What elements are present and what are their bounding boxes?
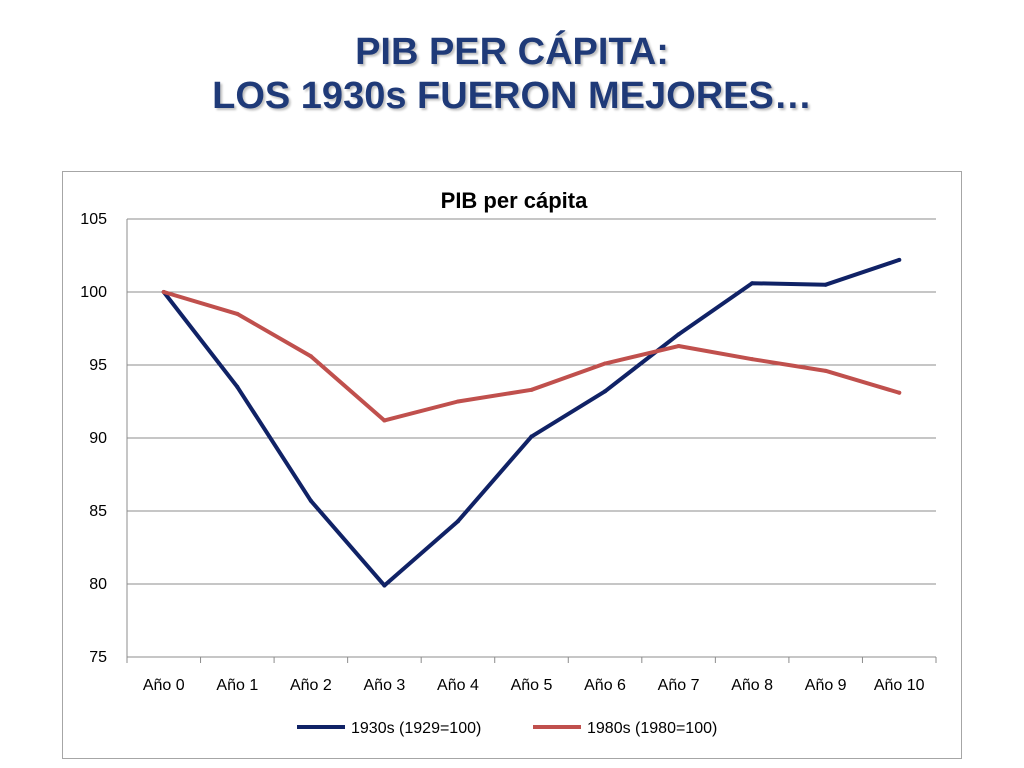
data-point: [603, 361, 608, 366]
y-tick-label: 105: [80, 211, 107, 228]
x-tick-label: Año 5: [511, 677, 553, 694]
x-tick-label: Año 7: [658, 677, 700, 694]
slide-title: PIB PER CÁPITA: LOS 1930s FUERON MEJORES…: [0, 30, 1024, 118]
y-tick-label: 80: [89, 576, 107, 593]
line-chart: PIB per cápita 75 80 85 90 95 100 105 Año 0 Año …: [80, 188, 937, 737]
x-tick-label: Año 1: [216, 677, 258, 694]
chart-frame: PIB per cápita 75 80 85 90 95 100 105 Año 0 Año …: [62, 171, 962, 759]
gridlines: [127, 218, 936, 658]
data-point: [823, 368, 828, 373]
y-tick-label: 95: [89, 357, 107, 374]
x-tick-label: Año 2: [290, 677, 332, 694]
data-point: [161, 290, 166, 294]
data-point: [455, 399, 460, 404]
data-point: [308, 354, 313, 359]
data-point: [308, 498, 313, 503]
legend-label-1: 1980s (1980=100): [587, 720, 717, 737]
data-point: [235, 384, 240, 389]
x-tick-label: Año 4: [437, 677, 479, 694]
slide-title-line-2: LOS 1930s FUERON MEJORES…: [212, 75, 812, 117]
data-point: [897, 390, 902, 395]
y-tick-label: 90: [89, 430, 107, 447]
data-point: [382, 583, 387, 588]
data-point: [382, 418, 387, 423]
slide-title-line-1: PIB PER CÁPITA:: [355, 31, 669, 73]
data-point: [529, 434, 534, 439]
chart-title: PIB per cápita: [441, 188, 588, 213]
series-line-0: [161, 257, 902, 588]
data-point: [529, 387, 534, 392]
x-tick-label: Año 3: [364, 677, 406, 694]
axes: 75 80 85 90 95 100 105 Año 0 Año 1 Año 2 Año 3 Año …: [80, 211, 937, 694]
y-tick-label: 100: [80, 284, 107, 301]
x-tick-label: Año 0: [143, 677, 185, 694]
y-tick-label: 75: [89, 649, 107, 666]
data-point: [897, 257, 902, 262]
x-tick-label: Año 9: [805, 677, 847, 694]
data-point: [750, 357, 755, 362]
legend-label-0: 1930s (1929=100): [351, 720, 481, 737]
y-tick-label: 85: [89, 503, 107, 520]
x-tick-label: Año 8: [731, 677, 773, 694]
data-point: [750, 281, 755, 286]
series-lines: [161, 257, 902, 588]
data-point: [676, 332, 681, 337]
x-tick-label: Año 6: [584, 677, 626, 694]
x-tick-label: Año 10: [874, 677, 925, 694]
series-line-1: [161, 290, 902, 423]
data-point: [823, 282, 828, 287]
legend: 1930s (1929=100) 1980s (1980=100): [297, 720, 717, 737]
data-point: [455, 519, 460, 524]
data-point: [676, 344, 681, 349]
data-point: [603, 389, 608, 394]
data-point: [235, 311, 240, 316]
